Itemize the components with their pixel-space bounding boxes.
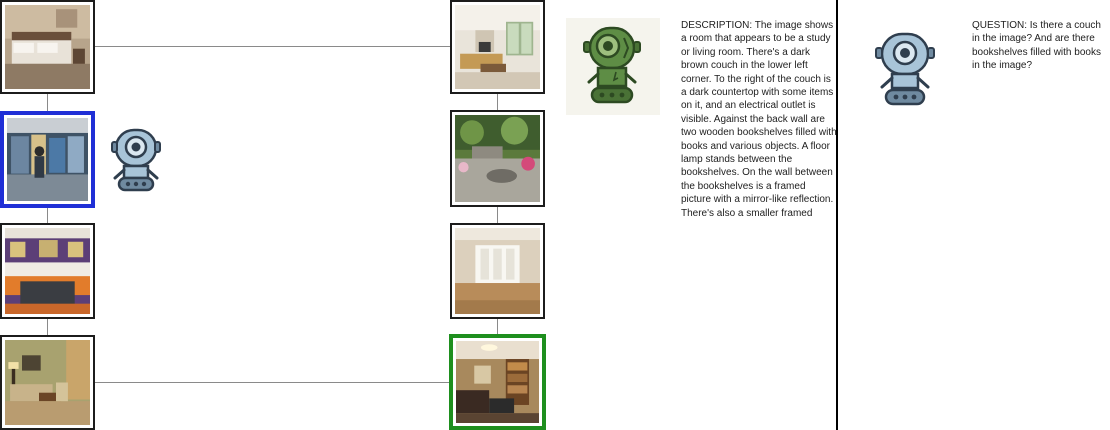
question-robot-icon [872,30,938,108]
connector-right-1 [497,93,498,111]
question-text: QUESTION: Is there a couch in the image?… [972,20,1101,72]
thumb-empty-room-windows[interactable] [450,223,545,319]
navigator-robot-icon [106,126,166,192]
connector-left-2 [47,207,48,224]
description-text: DESCRIPTION: The image shows a room that… [681,20,837,219]
connector-right-3 [497,318,498,335]
connector-left-1 [47,93,48,112]
thumb-sitting-room[interactable] [0,335,95,430]
thumb-purple-hall[interactable] [0,223,95,319]
thumb-study-room[interactable] [449,334,546,430]
connector-right-2 [497,206,498,224]
thumb-garden-patio[interactable] [450,110,545,207]
green-robot-icon [580,24,644,106]
connector-bottom-horizontal [94,382,451,383]
thumb-museum-exhibit[interactable] [0,111,95,208]
connector-left-3 [47,318,48,336]
connector-top-horizontal [94,46,451,47]
thumb-bedroom[interactable] [0,0,95,94]
thumb-living-room[interactable] [450,0,545,94]
panel-divider [836,0,838,430]
